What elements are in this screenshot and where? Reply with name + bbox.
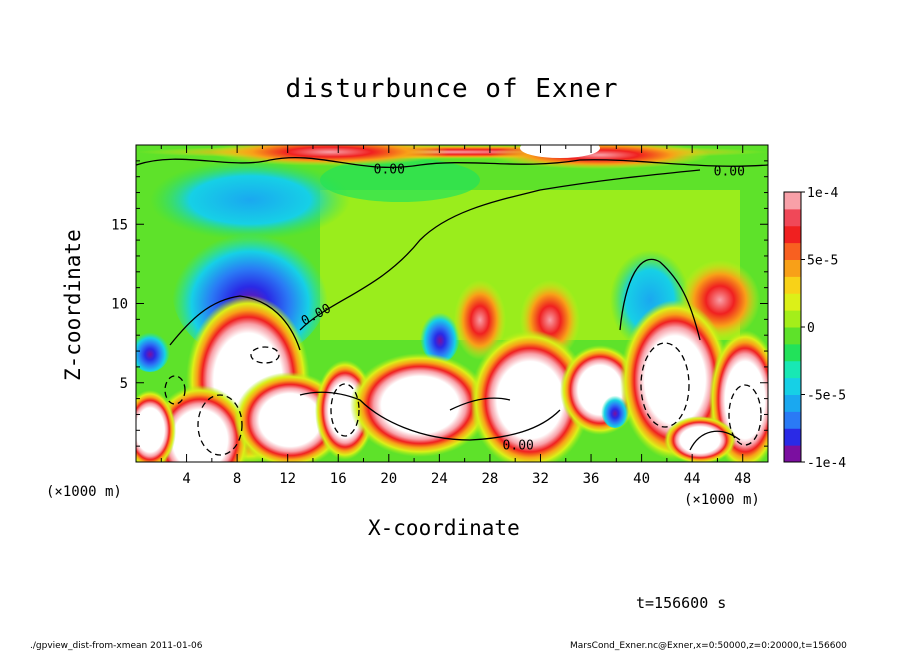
x-tick-label: 4 (182, 471, 190, 487)
colorbar-label: -1e-4 (807, 456, 846, 471)
x-axis-ticks: 4 8 12 16 20 24 28 32 36 40 44 48 (160, 145, 751, 487)
colorbar-segment (784, 394, 801, 412)
y-tick-label: 15 (111, 217, 128, 233)
x-tick-label: 36 (583, 471, 600, 487)
x-tick-label: 32 (532, 471, 549, 487)
solid-contours (136, 156, 768, 451)
colorbar-label: -5e-5 (807, 389, 846, 404)
contour-label: 0.00 (374, 163, 405, 178)
colorbar-segment (784, 276, 801, 294)
x-tick-label: 24 (431, 471, 448, 487)
footer-script-info: ./gpview_dist-from-xmean 2011-01-06 (30, 641, 203, 651)
x-tick-label: 44 (684, 471, 701, 487)
colorbar-segment (784, 293, 801, 311)
footer-data-source: MarsCond_Exner.nc@Exner,x=0:50000,z=0:20… (570, 641, 847, 651)
contour-label: 0.00 (714, 164, 745, 179)
x-unit-label-left: (×1000 m) (46, 484, 122, 500)
x-tick-label: 40 (633, 471, 650, 487)
colorbar-segment (784, 377, 801, 395)
colorbar-segment (784, 225, 801, 244)
colorbar-segment (784, 242, 801, 260)
y-tick-label: 10 (111, 297, 128, 313)
chart-title: disturbunce of Exner (285, 74, 619, 104)
x-tick-label: 28 (481, 471, 498, 487)
colorbar-segment (784, 310, 801, 328)
x-unit-label-right: (×1000 m) (684, 492, 760, 508)
colorbar: 1e-4 5e-5 0 -5e-5 -1e-4 (783, 186, 846, 471)
y-axis-ticks: 5 10 15 (111, 160, 768, 447)
x-tick-label: 16 (330, 471, 347, 487)
x-tick-label: 8 (233, 471, 241, 487)
colorbar-segment (784, 428, 801, 446)
time-label: t=156600 s (636, 594, 727, 612)
x-tick-label: 48 (734, 471, 751, 487)
colorbar-label: 0 (807, 321, 815, 336)
colorbar-segment (784, 411, 801, 429)
contour-label: 0.00 (503, 439, 534, 454)
x-tick-label: 12 (279, 471, 296, 487)
colorbar-label: 1e-4 (807, 186, 838, 201)
x-axis-label: X-coordinate (368, 516, 520, 540)
colorbar-segment (784, 343, 801, 362)
colorbar-segment (784, 192, 801, 210)
y-axis-label: Z-coordinate (61, 229, 85, 381)
x-tick-label: 20 (380, 471, 397, 487)
colorbar-segment (784, 208, 801, 227)
heatmap-field (136, 145, 768, 462)
colorbar-label: 5e-5 (807, 254, 838, 269)
colorbar-segment (784, 445, 801, 463)
colorbar-segment (784, 360, 801, 379)
colorbar-segment (784, 327, 801, 345)
colorbar-segment (784, 259, 801, 277)
dashed-contours (164, 342, 762, 456)
y-tick-label: 5 (120, 376, 128, 392)
